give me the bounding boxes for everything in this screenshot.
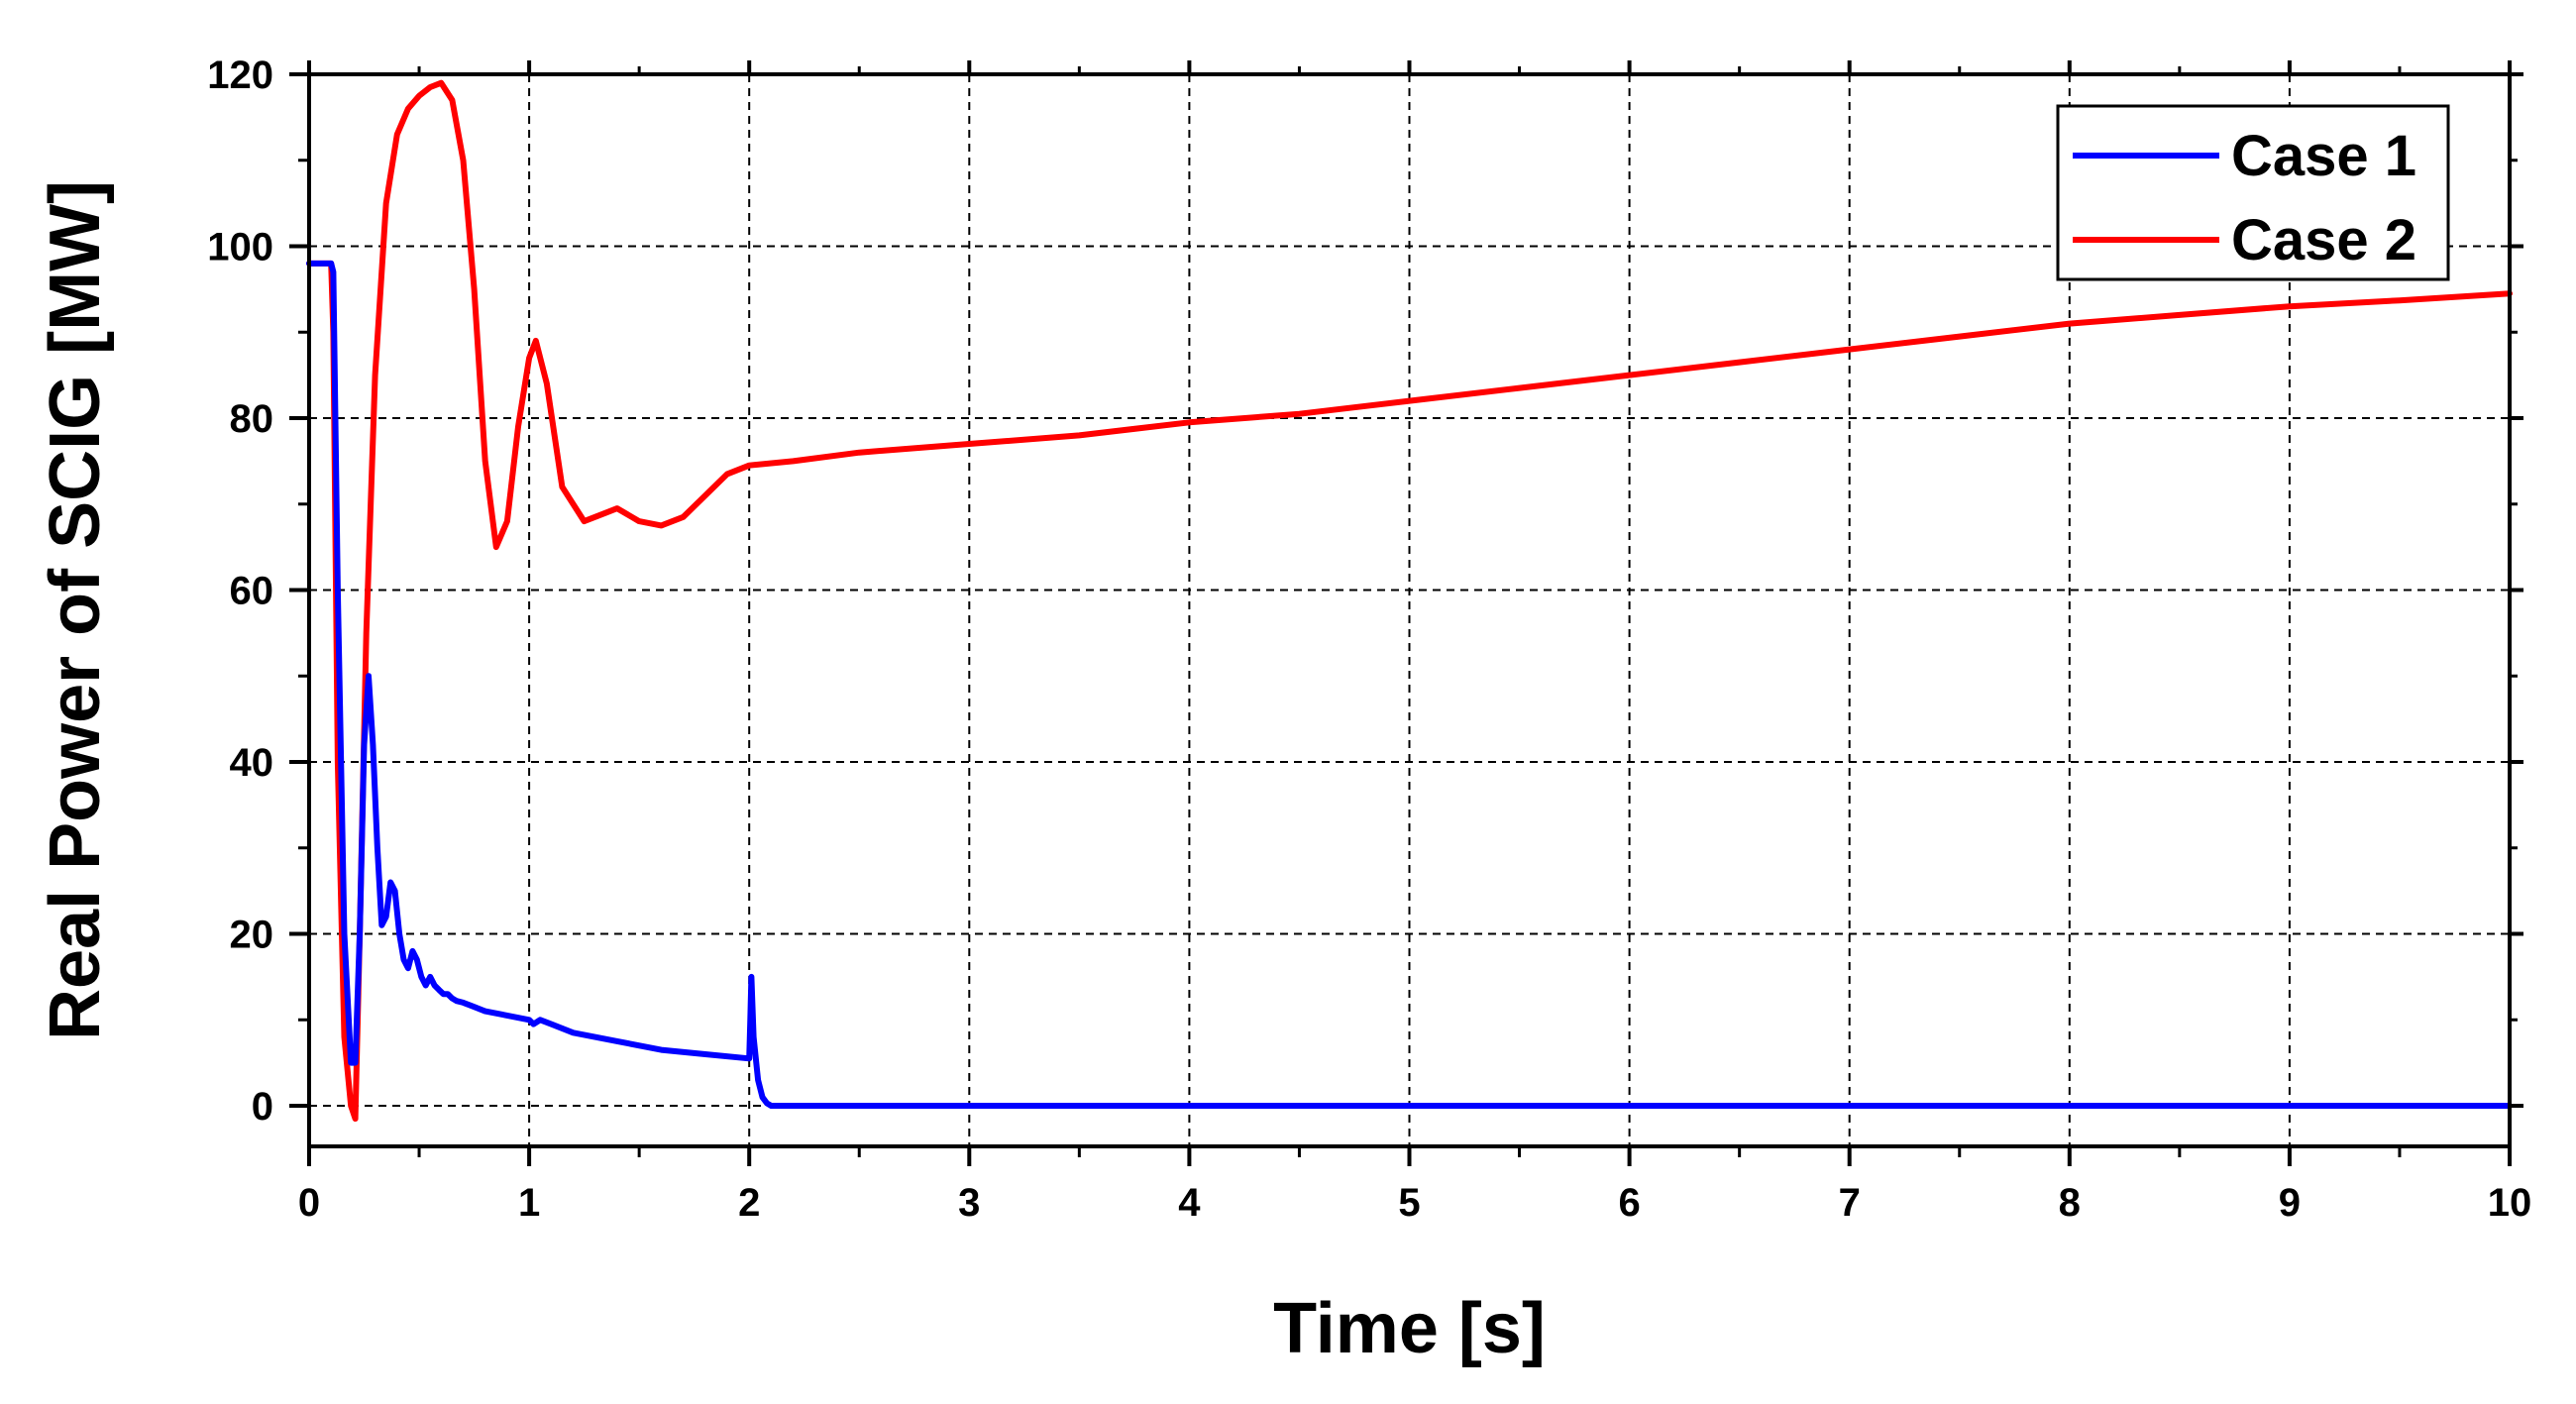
x-tick-label: 10 <box>2488 1181 2532 1225</box>
y-tick-label: 100 <box>207 226 273 270</box>
x-tick-label: 8 <box>2059 1181 2081 1225</box>
x-tick-label: 5 <box>1398 1181 1420 1225</box>
x-axis-title: Time [s] <box>1273 1289 1546 1368</box>
y-tick-label: 120 <box>207 54 273 97</box>
axis-ticks <box>289 60 2523 1166</box>
x-tick-label: 0 <box>298 1181 320 1225</box>
series-layer <box>306 79 2513 1122</box>
y-tick-label: 20 <box>230 914 274 957</box>
series-line-case-2 <box>306 79 2513 1122</box>
grid-lines <box>309 74 2510 1146</box>
y-tick-label: 40 <box>230 741 274 785</box>
x-tick-label: 3 <box>958 1181 980 1225</box>
x-tick-label: 1 <box>518 1181 540 1225</box>
series-line-case-1 <box>306 260 2513 1109</box>
x-tick-label: 2 <box>738 1181 760 1225</box>
y-axis-title: Real Power of SCIG [MW] <box>36 180 115 1040</box>
legend-box <box>2056 104 2450 281</box>
x-tick-label: 4 <box>1178 1181 1201 1225</box>
x-tick-label: 6 <box>1618 1181 1640 1225</box>
legend-label-case-1: Case 1 <box>2231 124 2416 188</box>
legend: Case 1 Case 2 <box>2056 104 2450 281</box>
x-tick-label: 9 <box>2279 1181 2301 1225</box>
x-tick-label: 7 <box>1839 1181 1861 1225</box>
legend-label-case-2: Case 2 <box>2231 208 2416 272</box>
y-tick-label: 60 <box>230 570 274 613</box>
y-tick-label: 80 <box>230 397 274 441</box>
y-tick-label: 0 <box>252 1085 273 1129</box>
